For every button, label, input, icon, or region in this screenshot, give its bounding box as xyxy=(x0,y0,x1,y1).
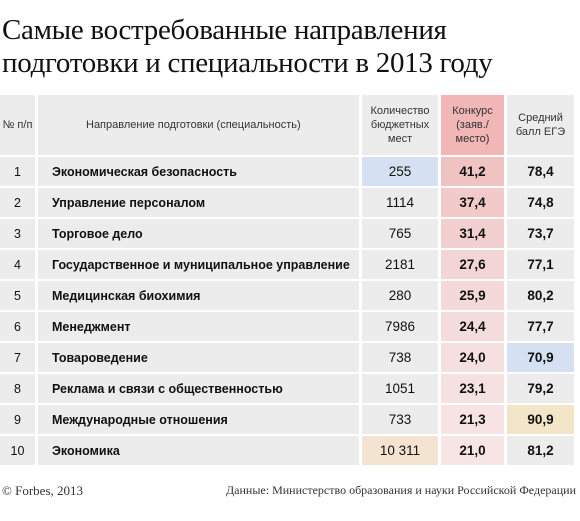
table-row: 2 Управление персоналом 1114 37,4 74,8 xyxy=(0,188,574,217)
contest: 41,2 xyxy=(441,157,504,186)
title-line: подготовки и специальности в 2013 году xyxy=(2,47,493,79)
column-header: Средний балл ЕГЭ xyxy=(507,95,574,155)
exam-score: 80,2 xyxy=(507,281,574,310)
budget-places: 738 xyxy=(362,343,438,372)
row-number: 7 xyxy=(0,343,35,372)
contest: 24,4 xyxy=(441,312,504,341)
direction: Товароведение xyxy=(38,343,359,372)
row-number: 9 xyxy=(0,405,35,434)
contest: 23,1 xyxy=(441,374,504,403)
row-number: 8 xyxy=(0,374,35,403)
exam-score: 73,7 xyxy=(507,219,574,248)
title: Самые востребованные направления подгото… xyxy=(2,14,493,80)
row-number: 2 xyxy=(0,188,35,217)
source: Данные: Министерство образования и науки… xyxy=(226,483,576,497)
direction: Международные отношения xyxy=(38,405,359,434)
row-number: 3 xyxy=(0,219,35,248)
table-row: 7 Товароведение 738 24,0 70,9 xyxy=(0,343,574,372)
table-body: 1 Экономическая безопасность 255 41,2 78,4 2 У… xyxy=(0,157,574,465)
row-number: 4 xyxy=(0,250,35,279)
table-row: 4 Государственное и муниципальное управле… xyxy=(0,250,574,279)
budget-places: 255 xyxy=(362,157,438,186)
column-header: Конкурс (заяв./ место) xyxy=(441,95,504,155)
budget-places: 10 311 xyxy=(362,436,438,465)
column-header: Направление подготовки (специальность) xyxy=(38,95,359,155)
direction: Управление персоналом xyxy=(38,188,359,217)
exam-score: 81,2 xyxy=(507,436,574,465)
table-row: 6 Менеджмент 7986 24,4 77,7 xyxy=(0,312,574,341)
direction: Государственное и муниципальное управлен… xyxy=(38,250,359,279)
column-header: № п/п xyxy=(0,95,35,155)
direction: Медицинская биохимия xyxy=(38,281,359,310)
title-line: Самые востребованные направления xyxy=(2,14,447,46)
contest: 21,0 xyxy=(441,436,504,465)
header-row: № п/п Направление подготовки (специальнос… xyxy=(0,95,574,155)
budget-places: 2181 xyxy=(362,250,438,279)
row-number: 5 xyxy=(0,281,35,310)
budget-places: 765 xyxy=(362,219,438,248)
exam-score: 78,4 xyxy=(507,157,574,186)
contest: 24,0 xyxy=(441,343,504,372)
table-row: 1 Экономическая безопасность 255 41,2 78,4 xyxy=(0,157,574,186)
budget-places: 280 xyxy=(362,281,438,310)
exam-score: 90,9 xyxy=(507,405,574,434)
exam-score: 79,2 xyxy=(507,374,574,403)
direction: Экономическая безопасность xyxy=(38,157,359,186)
contest: 37,4 xyxy=(441,188,504,217)
copyright: © Forbes, 2013 xyxy=(2,483,84,498)
direction: Экономика xyxy=(38,436,359,465)
row-number: 10 xyxy=(0,436,35,465)
table-row: 8 Реклама и связи с общественностью 1051 23… xyxy=(0,374,574,403)
exam-score: 70,9 xyxy=(507,343,574,372)
table-row: 3 Торговое дело 765 31,4 73,7 xyxy=(0,219,574,248)
direction: Менеджмент xyxy=(38,312,359,341)
exam-score: 77,1 xyxy=(507,250,574,279)
contest: 21,3 xyxy=(441,405,504,434)
exam-score: 77,7 xyxy=(507,312,574,341)
exam-score: 74,8 xyxy=(507,188,574,217)
table-row: 5 Медицинская биохимия 280 25,9 80,2 xyxy=(0,281,574,310)
contest: 25,9 xyxy=(441,281,504,310)
budget-places: 1051 xyxy=(362,374,438,403)
column-header: Количество бюджетных мест xyxy=(362,95,438,155)
direction: Торговое дело xyxy=(38,219,359,248)
budget-places: 733 xyxy=(362,405,438,434)
data-table: № п/п Направление подготовки (специальнос… xyxy=(0,93,577,467)
contest: 27,6 xyxy=(441,250,504,279)
contest: 31,4 xyxy=(441,219,504,248)
budget-places: 7986 xyxy=(362,312,438,341)
row-number: 1 xyxy=(0,157,35,186)
table-row: 10 Экономика 10 311 21,0 81,2 xyxy=(0,436,574,465)
row-number: 6 xyxy=(0,312,35,341)
table-row: 9 Международные отношения 733 21,3 90,9 xyxy=(0,405,574,434)
direction: Реклама и связи с общественностью xyxy=(38,374,359,403)
budget-places: 1114 xyxy=(362,188,438,217)
